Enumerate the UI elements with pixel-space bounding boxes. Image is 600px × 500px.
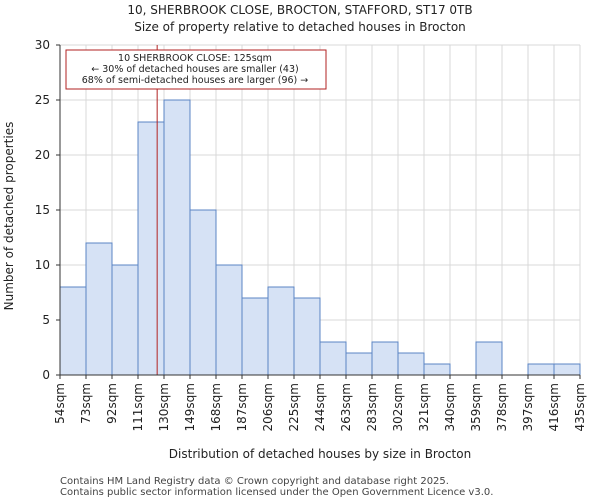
x-tick-label-416sqm: 416sqm bbox=[547, 383, 561, 431]
bar-397sqm bbox=[527, 363, 555, 376]
x-tick-label-321sqm: 321sqm bbox=[417, 383, 431, 431]
bar-168sqm bbox=[215, 264, 243, 376]
bar-302sqm bbox=[397, 352, 425, 376]
x-tick-label-283sqm: 283sqm bbox=[365, 383, 379, 431]
bar-416sqm bbox=[553, 363, 581, 376]
x-tick-label-435sqm: 435sqm bbox=[573, 383, 587, 431]
x-tick-label-187sqm: 187sqm bbox=[235, 383, 249, 431]
chart-title: 10, SHERBROOK CLOSE, BROCTON, STAFFORD, … bbox=[127, 3, 472, 17]
y-tick-label-10: 10 bbox=[35, 258, 50, 272]
x-tick-label-73sqm: 73sqm bbox=[79, 383, 93, 424]
x-tick-label-244sqm: 244sqm bbox=[313, 383, 327, 431]
bar-263sqm bbox=[345, 352, 373, 376]
y-axis-label: Number of detached properties bbox=[2, 122, 16, 311]
bar-321sqm bbox=[423, 363, 451, 376]
x-ticks: 54sqm 73sqm 92sqm 111sqm 130sqm 149sqm 168sqm 1… bbox=[53, 375, 587, 431]
annotation-line-2: ← 30% of detached houses are smaller (43… bbox=[91, 64, 298, 75]
x-tick-label-340sqm: 340sqm bbox=[443, 383, 457, 431]
bar-225sqm bbox=[293, 297, 321, 376]
bar-111sqm bbox=[137, 121, 165, 376]
bar-283sqm bbox=[371, 341, 399, 376]
x-tick-label-130sqm: 130sqm bbox=[157, 383, 171, 431]
x-tick-label-149sqm: 149sqm bbox=[183, 383, 197, 431]
x-tick-label-54sqm: 54sqm bbox=[53, 383, 67, 424]
bars bbox=[59, 99, 581, 376]
footer-line-2: Contains public sector information licen… bbox=[60, 487, 493, 498]
bar-187sqm bbox=[241, 297, 269, 376]
x-tick-label-168sqm: 168sqm bbox=[209, 383, 223, 431]
y-tick-label-5: 5 bbox=[42, 313, 50, 327]
x-tick-label-225sqm: 225sqm bbox=[287, 383, 301, 431]
annotation-box bbox=[65, 49, 327, 90]
x-tick-label-302sqm: 302sqm bbox=[391, 383, 405, 431]
x-tick-label-263sqm: 263sqm bbox=[339, 383, 353, 431]
x-axis-label: Distribution of detached houses by size … bbox=[169, 447, 471, 461]
x-tick-label-206sqm: 206sqm bbox=[261, 383, 275, 431]
x-tick-label-397sqm: 397sqm bbox=[521, 383, 535, 431]
footer-line-1: Contains HM Land Registry data © Crown c… bbox=[60, 476, 449, 487]
annotation-line-3: 68% of semi-detached houses are larger (… bbox=[82, 75, 309, 86]
y-tick-label-30: 30 bbox=[35, 38, 50, 52]
bar-359sqm bbox=[475, 341, 503, 376]
bar-206sqm bbox=[267, 286, 295, 376]
x-tick-label-92sqm: 92sqm bbox=[105, 383, 119, 424]
y-tick-label-0: 0 bbox=[42, 368, 50, 382]
y-tick-label-20: 20 bbox=[35, 148, 50, 162]
annotation-line-1: 10 SHERBROOK CLOSE: 125sqm bbox=[118, 53, 272, 64]
y-ticks: 0 5 10 15 20 25 30 bbox=[35, 38, 60, 382]
x-tick-label-111sqm: 111sqm bbox=[131, 383, 145, 431]
marker: 10 SHERBROOK CLOSE: 125sqm← 30% of detac… bbox=[65, 45, 327, 375]
bar-244sqm bbox=[319, 341, 347, 376]
x-tick-label-378sqm: 378sqm bbox=[495, 383, 509, 431]
bar-92sqm bbox=[111, 264, 139, 376]
bar-130sqm bbox=[163, 99, 191, 376]
chart-subtitle: Size of property relative to detached ho… bbox=[134, 20, 466, 34]
bar-73sqm bbox=[85, 242, 113, 376]
bar-54sqm bbox=[59, 286, 87, 376]
y-tick-label-25: 25 bbox=[35, 93, 50, 107]
x-tick-label-359sqm: 359sqm bbox=[469, 383, 483, 431]
y-tick-label-15: 15 bbox=[35, 203, 50, 217]
bar-149sqm bbox=[189, 209, 217, 376]
